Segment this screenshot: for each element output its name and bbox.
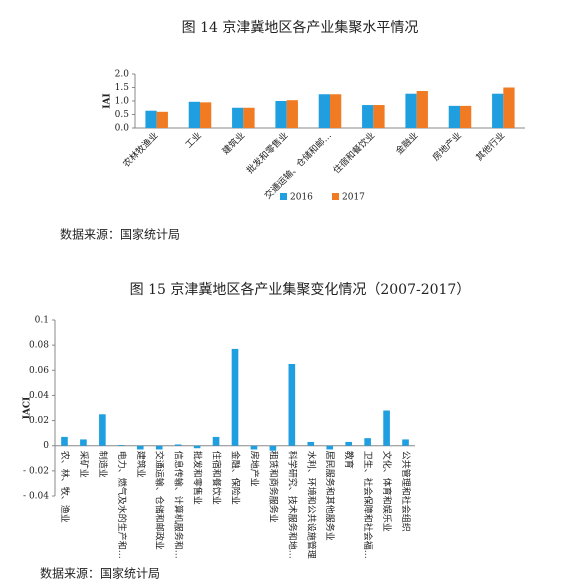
y-tick-label: - 0.02 (23, 466, 49, 476)
x-tick-label: 采矿业 (78, 451, 90, 478)
bar (174, 444, 182, 446)
x-tick-label: 房地产业 (430, 129, 464, 163)
bar (364, 438, 371, 446)
y-tick-label: 0.08 (29, 341, 49, 351)
bar (318, 94, 330, 128)
bar (250, 445, 258, 450)
y-tick-label: 1.5 (115, 83, 130, 93)
x-tick-label: 信息传输、计算机服务和… (173, 451, 185, 559)
bar (193, 445, 201, 449)
bar (326, 445, 334, 450)
bar (307, 441, 315, 446)
x-tick-label: 卫生、社会保障和社会福… (362, 451, 374, 559)
x-tick-label: 批发和零售业 (244, 129, 291, 176)
x-tick-label: 批发和零售业 (192, 451, 204, 505)
y-tick-label: 0.04 (29, 391, 49, 401)
y-tick-label: 0.02 (29, 416, 49, 426)
bar (402, 439, 409, 446)
x-tick-label: 租赁和商务服务业 (267, 451, 279, 523)
bar (448, 105, 460, 128)
source: 数据来源：国家统计局 (40, 566, 160, 581)
x-tick-label: 水利、环境和公共设施管理 (305, 451, 317, 559)
bar (118, 445, 125, 446)
bar (275, 101, 287, 128)
x-tick-label: 制造业 (97, 451, 109, 478)
x-tick-label: 工业 (183, 130, 204, 151)
x-tick-label: 交通运输、仓储和邮… (262, 129, 334, 201)
x-tick-label: 文化、体育和娱乐业 (381, 451, 393, 532)
legend-swatch (280, 193, 287, 200)
x-tick-label: 建筑业 (135, 451, 147, 478)
y-tick-label: 0.1 (35, 316, 49, 326)
source: 数据来源：国家统计局 (60, 227, 180, 242)
y-tick-label: - 0.04 (23, 492, 49, 502)
bar (61, 436, 68, 446)
x-tick-label: 交通运输、仓储和邮政业 (154, 451, 166, 550)
legend-label: 2017 (342, 193, 365, 203)
x-tick-label: 住宿和餐饮业 (331, 129, 378, 176)
bar (231, 348, 239, 446)
bar (188, 101, 200, 128)
x-tick-label: 农林牧渔业 (120, 129, 160, 169)
bar (330, 94, 342, 128)
chart-title: 图 15 京津冀地区各产业集聚变化情况（2007-2017） (130, 281, 471, 298)
bar (416, 91, 428, 128)
bar (145, 110, 157, 128)
bar (99, 414, 106, 446)
y-tick-label: 0.0 (115, 124, 130, 134)
x-tick-label: 其他行业 (473, 129, 507, 163)
bar (232, 107, 244, 128)
bar (503, 87, 515, 128)
y-axis-label: IACI (23, 397, 33, 420)
bar (373, 105, 385, 128)
x-tick-label: 建筑业 (220, 129, 248, 157)
legend-label: 2016 (290, 193, 313, 203)
x-tick-label: 科学研究、技术服务和地… (286, 451, 298, 559)
y-tick-label: 0 (43, 441, 49, 451)
bar (460, 105, 472, 128)
x-tick-label: 住宿和餐饮业 (211, 451, 223, 505)
y-tick-label: 2.0 (115, 70, 130, 80)
y-tick-label: 0.06 (29, 366, 49, 376)
bar (200, 102, 212, 128)
y-axis-label: IAI (103, 93, 113, 108)
x-tick-label: 居民服务和其他服务业 (324, 451, 336, 541)
x-tick-label: 电力、燃气及水的生产和… (116, 451, 128, 559)
bar (345, 441, 352, 446)
y-tick-label: 0.5 (115, 110, 130, 120)
bar (136, 445, 144, 450)
bar (492, 93, 504, 128)
x-tick-label: 公共管理和社会组织 (400, 451, 412, 532)
bar (243, 107, 255, 128)
bar (288, 364, 296, 446)
legend-swatch (332, 193, 339, 200)
chart-title: 图 14 京津冀地区各产业集聚水平情况 (182, 19, 419, 36)
bar (155, 445, 163, 450)
bar (156, 111, 168, 128)
bar (212, 436, 220, 446)
bar (383, 410, 390, 446)
bar (80, 439, 87, 446)
x-tick-label: 教育 (343, 451, 355, 469)
bar (269, 445, 277, 451)
x-tick-label: 农、林、牧、渔业 (59, 451, 71, 523)
bar (362, 105, 374, 128)
x-tick-label: 金融业 (393, 129, 421, 157)
x-tick-label: 房地产业 (248, 451, 260, 487)
y-tick-label: 1.0 (115, 97, 130, 107)
bar (405, 93, 417, 128)
x-tick-label: 金融、保险业 (230, 451, 242, 505)
bar (286, 100, 298, 128)
